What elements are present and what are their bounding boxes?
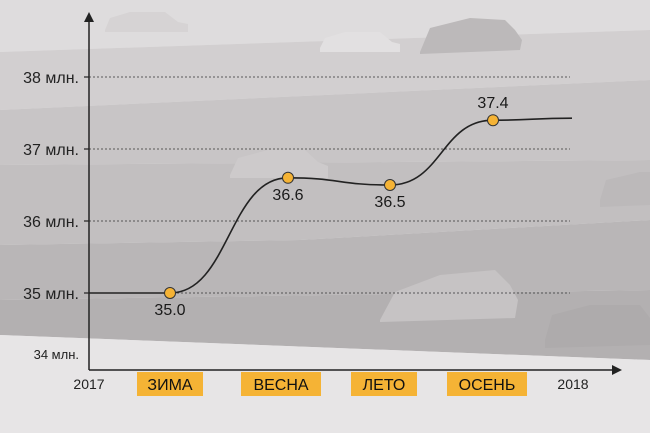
- y-tick-label: 38 млн.: [23, 70, 79, 87]
- data-labels: 35.0 36.6 36.5 37.4: [154, 95, 508, 319]
- x-end-year-label: 2018: [557, 376, 588, 392]
- season-label: ЗИМА: [147, 377, 192, 394]
- data-point: [384, 179, 396, 191]
- season-badge-bg: [137, 372, 203, 396]
- y-tick-label: 36 млн.: [23, 214, 79, 231]
- y-tick-label: 37 млн.: [23, 142, 79, 159]
- data-label: 37.4: [477, 95, 508, 112]
- y-tick-label: 34 млн.: [34, 347, 79, 362]
- season-badge-bg: [351, 372, 417, 396]
- x-axis-arrow: [612, 365, 622, 375]
- data-point: [282, 171, 294, 184]
- y-tick-label: 35 млн.: [23, 286, 79, 303]
- season-badge: ЛЕТО: [351, 372, 417, 396]
- x-axis-labels: 2017 2018 ЗИМА ВЕСНА ЛЕТО ОСЕНЬ: [73, 372, 589, 396]
- season-label: ОСЕНЬ: [459, 377, 516, 394]
- season-badge: ОСЕНЬ: [447, 372, 527, 396]
- data-label: 35.0: [154, 302, 185, 319]
- axes: [84, 12, 622, 375]
- y-tick-labels: 34 млн. 35 млн. 36 млн. 37 млн. 38 млн.: [23, 70, 79, 362]
- season-badge-bg: [447, 372, 527, 396]
- season-badge: ЗИМА: [137, 372, 203, 396]
- season-badge-bg: [241, 372, 321, 396]
- data-points: [164, 114, 499, 299]
- data-label: 36.6: [272, 187, 303, 204]
- season-badge: ВЕСНА: [241, 372, 321, 396]
- car-silhouette: [105, 12, 650, 348]
- y-axis-arrow: [84, 12, 94, 22]
- data-label: 36.5: [374, 194, 405, 211]
- x-start-year-label: 2017: [73, 376, 104, 392]
- data-point: [487, 114, 499, 127]
- season-label: ЛЕТО: [363, 377, 406, 394]
- season-label: ВЕСНА: [253, 377, 308, 394]
- data-point: [164, 287, 176, 299]
